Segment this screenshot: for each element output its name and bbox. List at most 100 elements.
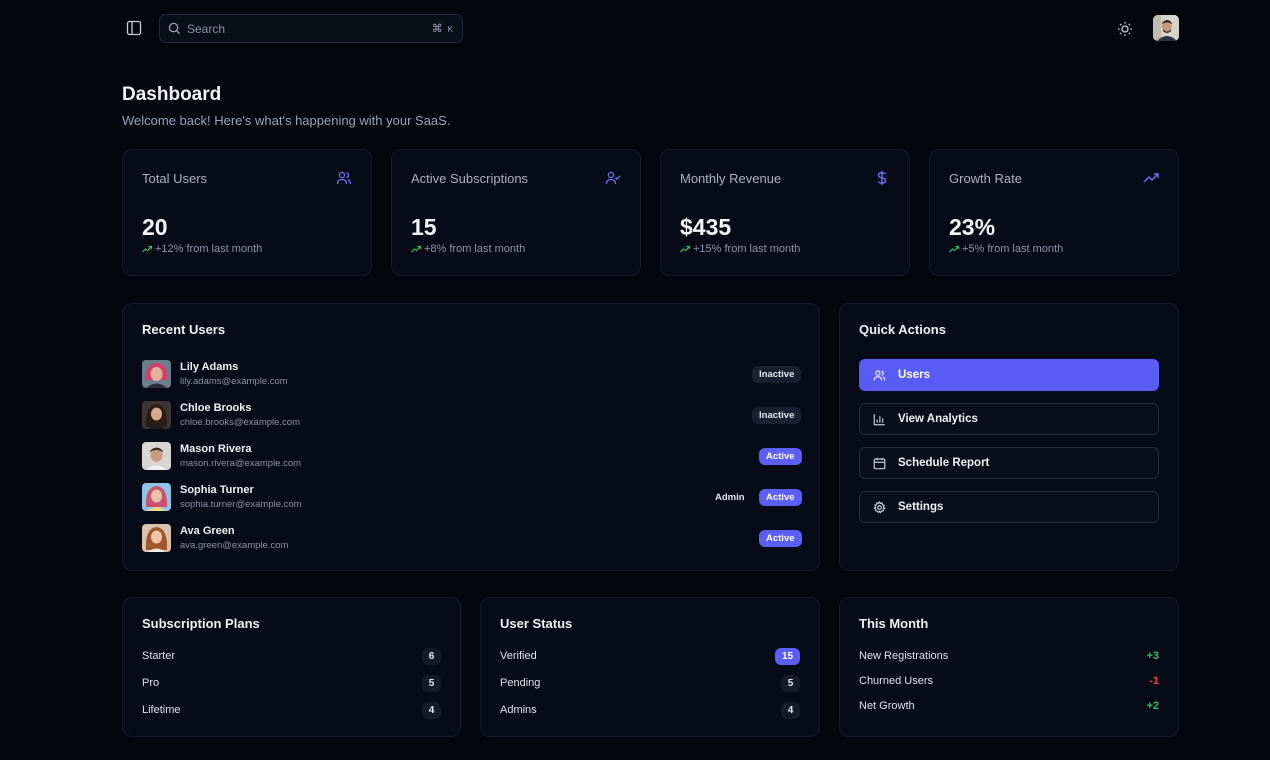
top-bar: ⌘ K bbox=[0, 0, 1270, 56]
stat-card-total-users: Total Users 20 +12% from last month bbox=[122, 149, 372, 276]
shortcut-letter: K bbox=[447, 25, 454, 34]
stat-card-growth-rate: Growth Rate 23% +5% from last month bbox=[929, 149, 1179, 276]
stat-label: Growth Rate bbox=[949, 171, 1022, 186]
users-icon bbox=[873, 369, 886, 380]
users-icon bbox=[336, 171, 352, 185]
user-email: lily.adams@example.com bbox=[180, 376, 288, 387]
stat-label: Active Subscriptions bbox=[411, 171, 529, 186]
stat-change-text: +12% from last month bbox=[155, 243, 263, 255]
bar-chart-icon bbox=[873, 413, 885, 425]
sun-icon bbox=[1118, 22, 1132, 36]
trend-up-icon bbox=[949, 245, 959, 253]
view-analytics-button[interactable]: View Analytics bbox=[859, 403, 1159, 435]
search-icon bbox=[168, 22, 181, 35]
user-row[interactable]: Lily Adams lily.adams@example.com Inacti… bbox=[142, 360, 802, 390]
settings-label: Settings bbox=[898, 501, 944, 513]
trend-up-icon bbox=[680, 245, 690, 253]
theme-toggle-button[interactable] bbox=[1115, 19, 1135, 39]
metric-label: Net Growth bbox=[859, 700, 915, 712]
recent-users-card: Recent Users Lily Adams lily.adams@examp… bbox=[122, 303, 820, 571]
list-item: Pro 5 bbox=[142, 673, 441, 693]
user-status-card: User Status Verified 15 Pending 5 Admins… bbox=[480, 597, 820, 737]
this-month-title: This Month bbox=[859, 616, 929, 631]
recent-users-title: Recent Users bbox=[142, 322, 226, 337]
stat-value: $435 bbox=[680, 214, 732, 240]
user-name: Mason Rivera bbox=[180, 443, 252, 455]
user-avatar bbox=[142, 483, 171, 511]
user-row[interactable]: Mason Rivera mason.rivera@example.com Ac… bbox=[142, 442, 802, 472]
stat-change: +5% from last month bbox=[949, 243, 1063, 255]
quick-actions-title: Quick Actions bbox=[859, 322, 946, 337]
stat-change: +12% from last month bbox=[142, 243, 262, 255]
list-item: Churned Users -1 bbox=[859, 671, 1159, 691]
search-box[interactable]: ⌘ K bbox=[159, 14, 463, 43]
plan-count: 4 bbox=[422, 701, 441, 719]
status-count: 5 bbox=[781, 674, 800, 692]
stat-change: +15% from last month bbox=[680, 243, 800, 255]
metric-label: Churned Users bbox=[859, 675, 933, 687]
plan-label: Lifetime bbox=[142, 704, 181, 716]
stat-card-active-subscriptions: Active Subscriptions 15 +8% from last mo… bbox=[391, 149, 641, 276]
subscription-plans-title: Subscription Plans bbox=[142, 616, 260, 631]
plan-label: Pro bbox=[142, 677, 160, 689]
dollar-icon bbox=[877, 171, 887, 185]
stat-label: Total Users bbox=[142, 171, 208, 186]
user-status-title: User Status bbox=[500, 616, 573, 631]
view-analytics-label: View Analytics bbox=[898, 413, 978, 425]
status-badge: Active bbox=[759, 530, 802, 547]
profile-avatar[interactable] bbox=[1153, 15, 1179, 41]
status-badge: Inactive bbox=[752, 366, 802, 383]
metric-label: New Registrations bbox=[859, 650, 949, 662]
subscription-plans-card: Subscription Plans Starter 6 Pro 5 Lifet… bbox=[122, 597, 461, 737]
users-button[interactable]: Users bbox=[859, 359, 1159, 391]
trending-up-icon bbox=[1143, 173, 1159, 183]
search-input[interactable] bbox=[187, 21, 426, 36]
stat-label: Monthly Revenue bbox=[680, 171, 782, 186]
command-key: ⌘ bbox=[431, 23, 444, 35]
stat-change-text: +8% from last month bbox=[424, 243, 526, 255]
quick-actions-card: Quick Actions Users View Analytics Sched… bbox=[839, 303, 1179, 571]
list-item: Pending 5 bbox=[500, 673, 800, 693]
schedule-report-label: Schedule Report bbox=[898, 457, 990, 469]
stat-change-text: +5% from last month bbox=[962, 243, 1064, 255]
trend-up-icon bbox=[142, 245, 152, 253]
page-title: Dashboard bbox=[122, 84, 222, 105]
list-item: Lifetime 4 bbox=[142, 700, 441, 720]
list-item: Verified 15 bbox=[500, 646, 800, 666]
user-row[interactable]: Sophia Turner sophia.turner@example.com … bbox=[142, 483, 802, 513]
role-badge: Admin bbox=[715, 492, 745, 503]
user-email: mason.rivera@example.com bbox=[180, 458, 302, 469]
user-check-icon bbox=[605, 171, 621, 185]
page-subtitle: Welcome back! Here's what's happening wi… bbox=[122, 113, 451, 128]
calendar-icon bbox=[873, 457, 886, 469]
user-name: Lily Adams bbox=[180, 361, 239, 373]
stat-value: 23% bbox=[949, 214, 996, 240]
user-name: Chloe Brooks bbox=[180, 402, 252, 414]
trend-up-icon bbox=[411, 245, 421, 253]
user-avatar bbox=[142, 360, 171, 388]
stat-change: +8% from last month bbox=[411, 243, 525, 255]
list-item: Net Growth +2 bbox=[859, 696, 1159, 716]
stat-value: 20 bbox=[142, 214, 168, 240]
user-row[interactable]: Ava Green ava.green@example.com Active bbox=[142, 524, 802, 554]
plan-label: Starter bbox=[142, 650, 176, 662]
list-item: Starter 6 bbox=[142, 646, 441, 666]
sidebar-toggle-button[interactable] bbox=[124, 18, 144, 38]
stat-card-monthly-revenue: Monthly Revenue $435 +15% from last mont… bbox=[660, 149, 910, 276]
metric-value: +3 bbox=[1146, 650, 1159, 662]
user-email: ava.green@example.com bbox=[180, 540, 289, 551]
search-shortcut: ⌘ K bbox=[432, 22, 454, 35]
plan-count: 5 bbox=[422, 674, 441, 692]
metric-value: +2 bbox=[1146, 700, 1159, 712]
status-count: 4 bbox=[781, 701, 800, 719]
settings-button[interactable]: Settings bbox=[859, 491, 1159, 523]
gear-icon bbox=[873, 500, 886, 513]
status-badge: Inactive bbox=[752, 407, 802, 424]
schedule-report-button[interactable]: Schedule Report bbox=[859, 447, 1159, 479]
this-month-card: This Month New Registrations +3 Churned … bbox=[839, 597, 1179, 737]
metric-value: -1 bbox=[1149, 675, 1159, 687]
user-row[interactable]: Chloe Brooks chloe.brooks@example.com In… bbox=[142, 401, 802, 431]
status-count: 15 bbox=[775, 647, 800, 665]
plan-count: 6 bbox=[422, 647, 441, 665]
status-label: Pending bbox=[500, 677, 541, 689]
